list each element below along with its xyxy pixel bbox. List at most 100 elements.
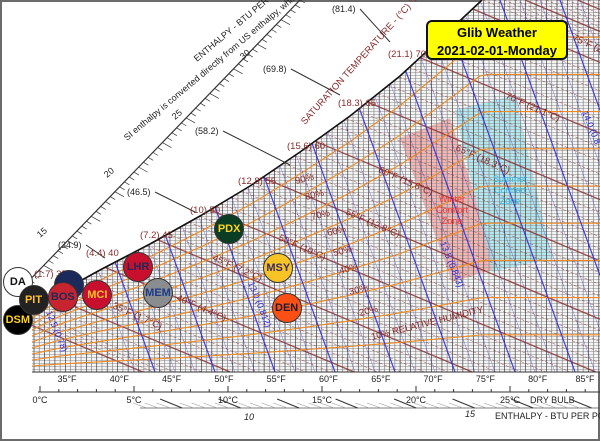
enthalpy-scale-tick — [266, 34, 272, 38]
enthalpy-si-value: (69.8) — [263, 64, 287, 74]
bottom-enthalpy-tick — [249, 402, 265, 409]
enthalpy-scale-tick — [124, 181, 130, 186]
enthalpy-scale-tick — [195, 107, 201, 112]
bottom-enthalpy-tick — [296, 402, 311, 409]
bottom-enthalpy-tick — [276, 398, 300, 409]
bottom-enthalpy-tick-label: 10 — [244, 412, 254, 422]
enthalpy-scale-tick — [214, 88, 220, 92]
wet-bulb-line — [398, 76, 600, 162]
rh-label: 30% — [348, 283, 370, 298]
enthalpy-scale-tick — [295, 4, 301, 9]
enthalpy-scale-tick — [138, 166, 148, 173]
wet-bulb-line — [188, 221, 546, 372]
enthalpy-scale-tick — [276, 24, 282, 28]
specific-volume-line — [399, 0, 536, 372]
enthalpy-scale-line — [19, 0, 301, 291]
bottom-enthalpy-tick — [273, 402, 288, 409]
bottom-enthalpy-tick — [390, 402, 405, 409]
city-marker-lhr[interactable]: LHR — [123, 252, 154, 282]
wet-bulb-line — [388, 84, 600, 175]
bottom-enthalpy-tick — [218, 398, 241, 409]
enthalpy-leader-line — [222, 130, 291, 166]
enthalpy-scale-tick — [95, 211, 102, 215]
bottom-enthalpy-tick — [238, 402, 253, 409]
rh-label: 50% — [332, 244, 354, 259]
rh-label: 20% — [358, 304, 380, 319]
enthalpy-scale-tick — [48, 260, 54, 264]
enthalpy-scale-tick — [34, 274, 40, 279]
tick-label-celsius: 25°C — [500, 395, 521, 405]
saturation-temp-label: (10) 50 — [190, 205, 220, 216]
city-marker-pdx[interactable]: PDX — [214, 214, 245, 244]
tick-label-fahrenheit: 35°F — [57, 374, 77, 384]
tick-label-celsius: 5°C — [126, 395, 142, 405]
enthalpy-leader-line — [154, 191, 196, 213]
enthalpy-scale-tick — [242, 58, 249, 63]
bottom-enthalpy-tick — [448, 402, 464, 409]
enthalpy-scale-tick — [247, 53, 253, 58]
wet-bulb-line — [535, 0, 600, 28]
wet-bulb-line — [556, 0, 600, 19]
bottom-enthalpy-tick — [554, 402, 569, 409]
enthalpy-scale-tick — [147, 156, 154, 161]
wet-bulb-line — [32, 311, 175, 372]
enthalpy-scale-tick — [162, 142, 172, 148]
city-marker-mem[interactable]: MEM — [143, 278, 173, 308]
saturation-temp-label: (12.8) 55 — [238, 176, 276, 187]
city-marker-mci[interactable]: MCI — [82, 280, 113, 310]
bottom-enthalpy-tick — [530, 402, 545, 409]
summer-zone-label: Zone — [500, 196, 521, 206]
city-marker-pit[interactable]: PIT — [18, 285, 49, 315]
tick-label-fahrenheit: 55°F — [267, 374, 287, 384]
bottom-enthalpy-tick — [179, 402, 194, 409]
enthalpy-scale-tick — [233, 68, 243, 75]
wet-bulb-line — [524, 0, 600, 33]
bottom-enthalpy-tick — [366, 402, 382, 409]
wet-bulb-line — [167, 233, 497, 372]
enthalpy-scale-tick — [252, 48, 258, 53]
enthalpy-scale-tick — [53, 255, 59, 259]
tick-label-celsius: 10°C — [218, 395, 239, 405]
city-marker-msy[interactable]: MSY — [263, 253, 294, 283]
tick-label-fahrenheit: 45°F — [162, 374, 182, 384]
wet-bulb-line — [220, 203, 600, 364]
title-line-2: 2021-02-01-Monday — [437, 43, 557, 58]
relative-humidity-line — [32, 334, 600, 367]
enthalpy-scale-tick — [166, 137, 173, 141]
bottom-enthalpy-tick — [472, 402, 487, 409]
enthalpy-scale-tick — [72, 235, 78, 240]
wet-bulb-line — [146, 245, 449, 372]
enthalpy-scale-tick — [176, 127, 182, 132]
bottom-enthalpy-tick — [159, 398, 183, 409]
rh-label: 60% — [326, 224, 348, 239]
wet-bulb-line — [304, 148, 600, 274]
wet-bulb-line — [262, 176, 600, 320]
enthalpy-scale-tick — [257, 43, 267, 50]
city-marker-den[interactable]: DEN — [271, 293, 302, 323]
winter-zone-label: Winter — [439, 194, 465, 204]
tick-label-fahrenheit: 65°F — [371, 374, 391, 384]
tick-label-celsius: 0°C — [32, 395, 48, 405]
enthalpy-leader-line — [359, 8, 391, 43]
wet-bulb-line — [199, 216, 571, 372]
specific-volume-line — [439, 0, 576, 372]
wet-bulb-line — [251, 184, 600, 332]
bottom-enthalpy-tick-label: 15 — [465, 409, 476, 419]
enthalpy-scale-tick — [228, 73, 234, 78]
saturation-temp-label: (15.6) 60 — [287, 141, 325, 152]
enthalpy-scale-tick — [109, 196, 116, 200]
bottom-enthalpy-tick — [355, 402, 370, 409]
enthalpy-scale-tick — [185, 117, 196, 124]
city-marker-bos[interactable]: BOS — [47, 282, 78, 312]
bottom-enthalpy-tick — [510, 398, 534, 409]
relative-humidity-line — [32, 73, 600, 325]
wet-bulb-line — [587, 0, 600, 6]
bottom-enthalpy-tick — [483, 402, 499, 409]
enthalpy-scale-tick — [43, 265, 53, 271]
bottom-enthalpy-tick — [565, 402, 581, 409]
enthalpy-scale-tick — [91, 215, 101, 222]
bottom-enthalpy-tick — [261, 402, 276, 409]
enthalpy-tick-label: 30 — [238, 47, 252, 61]
wet-bulb-line — [514, 0, 600, 37]
relative-humidity-line — [32, 259, 600, 355]
